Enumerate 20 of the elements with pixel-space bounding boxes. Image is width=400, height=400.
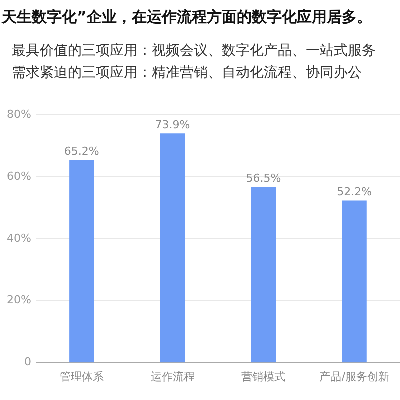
bar <box>160 134 186 363</box>
data-label: 56.5% <box>246 172 282 186</box>
chart-subtitle: 最具价值的三项应用：视频会议、数字化产品、一站式服务 <box>12 42 376 61</box>
y-tick-label: 0 <box>24 356 32 369</box>
text: 需求紧迫的三项应用：精准营销、自动化流程、协同办公 <box>12 64 362 83</box>
y-tick-label: 80% <box>6 108 32 121</box>
x-tick-label: 运作流程 <box>150 370 195 384</box>
y-tick-label: 40% <box>6 232 32 245</box>
x-tick-label: 管理体系 <box>60 370 104 384</box>
data-label: 52.2% <box>337 185 372 198</box>
bar <box>251 187 276 363</box>
chart-title: 天生数字化”企业，在运作流程方面的数字化应用居多。 <box>2 8 372 27</box>
x-tick-label: 产品/服务创新 <box>320 370 390 384</box>
y-tick-label: 60% <box>6 170 32 183</box>
data-label: 65.2% <box>64 145 100 158</box>
bar <box>342 200 367 363</box>
x-tick-label: 营销模式 <box>242 370 286 384</box>
y-tick-label: 20% <box>6 294 32 307</box>
bar <box>70 160 94 363</box>
data-label: 73.9% <box>155 118 190 132</box>
